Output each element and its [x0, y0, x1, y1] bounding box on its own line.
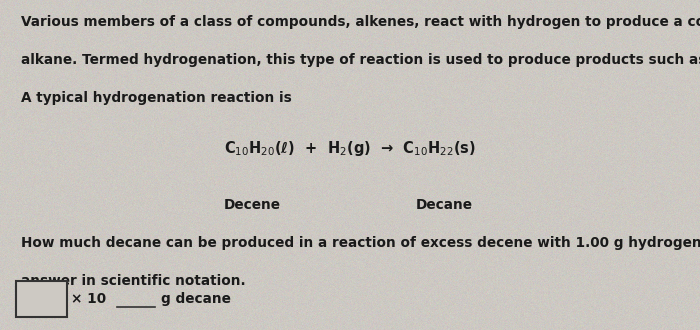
Text: How much decane can be produced in a reaction of excess decene with 1.00 g hydro: How much decane can be produced in a rea… — [21, 236, 700, 250]
Text: Decene: Decene — [223, 198, 281, 212]
Text: g decane: g decane — [161, 292, 231, 306]
Text: answer in scientific notation.: answer in scientific notation. — [21, 274, 246, 288]
Text: C$_{10}$H$_{20}$(ℓ)  +  H$_2$(g)  →  C$_{10}$H$_{22}$(s): C$_{10}$H$_{20}$(ℓ) + H$_2$(g) → C$_{10}… — [224, 139, 476, 158]
FancyBboxPatch shape — [16, 280, 66, 317]
Text: × 10: × 10 — [71, 292, 106, 306]
Text: Decane: Decane — [416, 198, 473, 212]
Text: Various members of a class of compounds, alkenes, react with hydrogen to produce: Various members of a class of compounds,… — [21, 15, 700, 29]
Text: A typical hydrogenation reaction is: A typical hydrogenation reaction is — [21, 91, 292, 105]
Text: alkane. Termed hydrogenation, this type of reaction is used to produce products : alkane. Termed hydrogenation, this type … — [21, 53, 700, 67]
